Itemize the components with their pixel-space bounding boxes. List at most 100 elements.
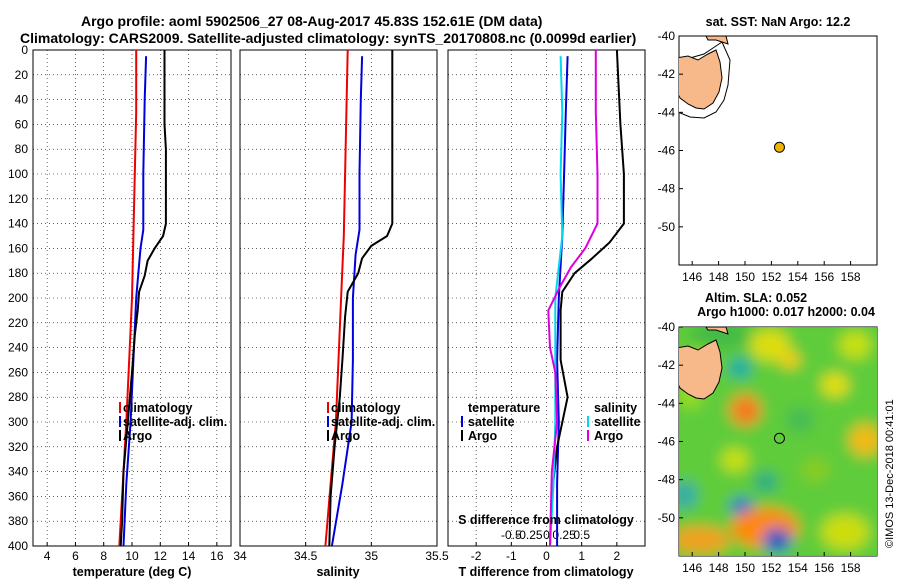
map-y-tick-label: -50: [658, 511, 676, 525]
salinity-axes: [239, 49, 438, 547]
x-tick-label: 10: [125, 549, 139, 563]
salinity-lines: [324, 49, 394, 547]
sst-map-title: sat. SST: NaN Argo: 12.2: [706, 15, 851, 29]
series-salinity-argo: [547, 50, 599, 547]
x-tick-label: 8: [100, 549, 107, 563]
legend-t-satellite: satellite: [468, 415, 515, 429]
sst-map-yticks: -40 -42 -44 -46 -48 -50: [658, 29, 683, 234]
map-y-tick-label: -44: [658, 105, 676, 119]
y-tick-label: 140: [8, 217, 28, 231]
sla-map-yticks: -40 -42 -44 -46 -48 -50: [658, 320, 683, 525]
map-x-tick-label: 146: [682, 270, 702, 284]
legend-argo: Argo: [123, 429, 153, 443]
temperature-xlabel: temperature (deg C): [73, 565, 192, 579]
map-x-tick-label: 148: [709, 561, 729, 575]
difference-legend-temperature: temperature satellite Argo: [461, 401, 540, 443]
series-argo: [328, 50, 394, 547]
series-argo: [119, 50, 167, 547]
y-tick-label: 0: [21, 43, 28, 57]
map-x-tick-label: 154: [788, 561, 808, 575]
x-tick-label: 6: [72, 549, 79, 563]
legend-climatology: climatology: [331, 401, 401, 415]
difference-panel: -2 -1 0 1 2 -0.5-0.25 0 0.250.5 T difference f…: [447, 49, 646, 579]
series-temperature-argo: [549, 49, 625, 547]
map-y-tick-label: -42: [658, 67, 676, 81]
temperature-xticks: 4 6 8 10 12 14 16: [44, 542, 224, 563]
x-tick-label: 0: [543, 549, 550, 563]
sla-tasmania-land: [679, 339, 723, 400]
salinity-legend: climatology satellite-adj. clim. Argo: [327, 401, 435, 443]
difference-xlabel-salinity: S difference from climatology: [458, 513, 634, 527]
salinity-xlabel: salinity: [316, 565, 359, 579]
x-tick-label: -2: [471, 549, 482, 563]
y-tick-label: 260: [8, 365, 28, 379]
y-tick-label: 200: [8, 291, 28, 305]
y-tick-label: 400: [8, 539, 28, 553]
x-tick-label-salinity: 0: [543, 528, 550, 542]
mainland-land: [705, 36, 729, 45]
series-temperature-satellite: [556, 56, 569, 546]
salinity-grid: [240, 50, 437, 546]
imos-watermark: ©IMOS 13-Dec-2018 00:41:01: [884, 399, 896, 548]
y-tick-label: 240: [8, 341, 28, 355]
legend-climatology: climatology: [123, 401, 193, 415]
tasmania-land: [679, 49, 723, 110]
difference-legend-salinity: salinity satellite Argo: [587, 401, 641, 443]
map-x-tick-label: 152: [761, 270, 781, 284]
legend-salinity-title: salinity: [594, 401, 637, 415]
x-tick-label-salinity: 0.5: [573, 528, 590, 542]
sst-argo-marker: [773, 141, 785, 153]
y-tick-label: 20: [15, 68, 29, 82]
y-tick-label: 160: [8, 241, 28, 255]
map-x-tick-label: 154: [788, 270, 808, 284]
y-tick-label: 80: [15, 142, 29, 156]
legend-s-satellite: satellite: [594, 415, 641, 429]
x-tick-label: 2: [614, 549, 621, 563]
difference-xticks-salinity: -0.5-0.25 0 0.250.5: [501, 528, 590, 542]
map-x-tick-label: 148: [709, 270, 729, 284]
legend-s-argo: Argo: [594, 429, 624, 443]
temperature-legend: climatology satellite-adj. clim. Argo: [119, 401, 227, 443]
x-tick-label: 12: [154, 549, 168, 563]
map-x-tick-label: 146: [682, 561, 702, 575]
salinity-panel: 34 34.5 35 35.5 salinity climatology satell…: [233, 49, 449, 579]
title-line2: Climatology: CARS2009. Satellite-adjuste…: [20, 30, 636, 46]
x-tick-label: 16: [210, 549, 224, 563]
difference-grid: [448, 50, 645, 546]
y-tick-label: 120: [8, 192, 28, 206]
temperature-grid: [33, 50, 231, 546]
map-x-tick-label: 152: [761, 561, 781, 575]
sla-map-panel: Altim. SLA: 0.052 Argo h1000: 0.017 h200…: [658, 291, 878, 575]
map-y-tick-label: -48: [658, 182, 676, 196]
series-satellite-adj-clim-: [122, 56, 148, 547]
sla-argo-marker: [773, 432, 785, 444]
legend-argo: Argo: [331, 429, 361, 443]
y-tick-label: 320: [8, 440, 28, 454]
y-tick-label: 180: [8, 266, 28, 280]
difference-xlabel: T difference from climatology: [458, 565, 633, 579]
sla-mainland-land: [705, 327, 729, 335]
y-tick-label: 380: [8, 514, 28, 528]
x-tick-label-salinity: -0.25: [515, 528, 543, 542]
y-tick-label: 360: [8, 489, 28, 503]
temperature-panel: 4 6 8 10 12 14 16 0 20 40 60 80 100 120 140 160 180 200 2…: [8, 43, 232, 579]
x-tick-label: 4: [44, 549, 51, 563]
salinity-xticks: 34 34.5 35 35.5: [233, 542, 449, 563]
y-tick-label: 220: [8, 316, 28, 330]
map-y-tick-label: -46: [658, 144, 676, 158]
difference-lines: [547, 49, 625, 547]
title-line1: Argo profile: aoml 5902506_27 08-Aug-201…: [81, 13, 542, 29]
sla-map-title: Altim. SLA: 0.052: [705, 291, 807, 305]
difference-xticks: -2 -1 0 1 2: [471, 542, 621, 563]
map-y-tick-label: -46: [658, 435, 676, 449]
map-y-tick-label: -48: [658, 473, 676, 487]
x-tick-label: 35: [365, 549, 379, 563]
legend-satellite: satellite-adj. clim.: [123, 415, 227, 429]
y-tick-label: 300: [8, 415, 28, 429]
x-tick-label: 34: [233, 549, 247, 563]
y-tick-label: 280: [8, 390, 28, 404]
y-tick-label: 40: [15, 93, 29, 107]
legend-t-argo: Argo: [468, 429, 498, 443]
temperature-yticks: 0 20 40 60 80 100 120 140 160 180 200 220 240 260 280 3…: [8, 43, 28, 553]
